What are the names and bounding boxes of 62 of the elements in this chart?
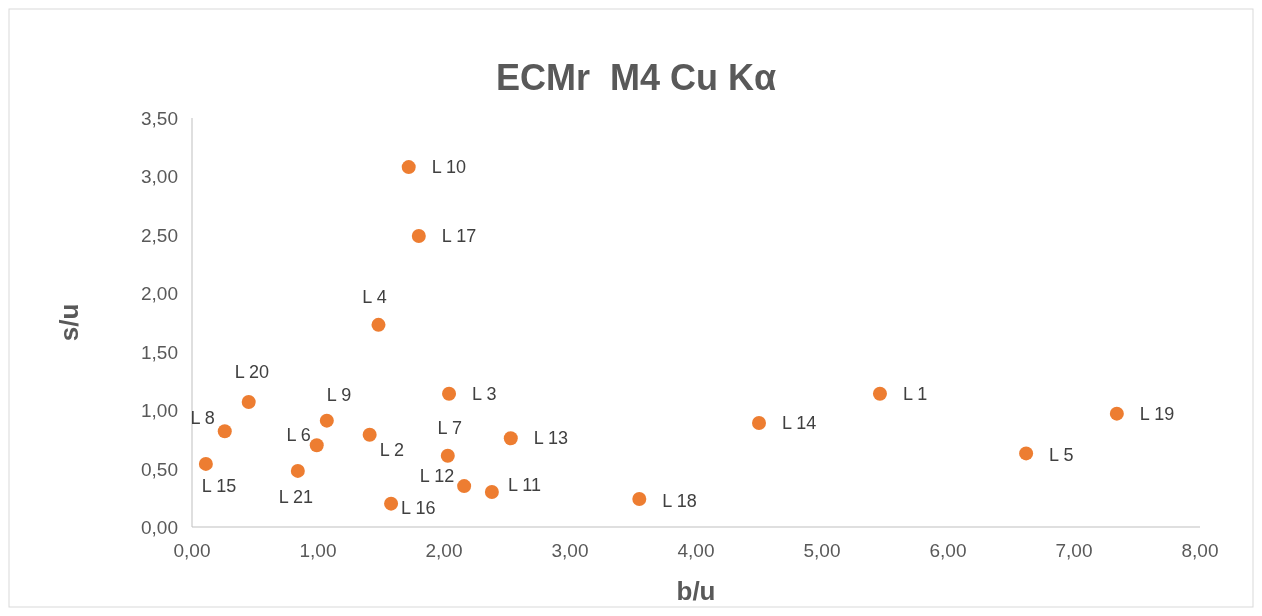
- annotation: L 21: [278, 486, 314, 507]
- point: [371, 317, 386, 332]
- annotation: L 9: [326, 384, 352, 405]
- annotation: L 14: [782, 413, 817, 433]
- point: [384, 496, 399, 511]
- annotation: L 17: [441, 226, 477, 247]
- x-tick-label: 4,00: [677, 540, 715, 561]
- y-tick-label: 0,00: [141, 517, 178, 538]
- annotation: L 18: [662, 490, 697, 511]
- x-tick-label: 7,00: [1055, 540, 1093, 561]
- point: [241, 394, 256, 409]
- annotation: L 7: [437, 417, 462, 438]
- y-tick-label: 1,00: [141, 400, 178, 422]
- annotation: L 5: [1049, 445, 1074, 466]
- point: [1019, 446, 1034, 461]
- annotation: L 3: [472, 383, 497, 404]
- x-tick-label: 5,00: [803, 540, 841, 561]
- point: [198, 456, 213, 471]
- x-tick-label: 8,00: [1181, 540, 1219, 561]
- annotation: L 16: [401, 497, 436, 518]
- point: [872, 386, 887, 401]
- point: [411, 229, 426, 244]
- point: [401, 160, 416, 175]
- annotation: L 4: [362, 286, 387, 307]
- annotation: L 2: [379, 439, 405, 460]
- point: [503, 431, 518, 446]
- y-axis-title: s/u: [54, 303, 84, 342]
- annotation: L 6: [286, 425, 311, 446]
- point: [1109, 406, 1124, 421]
- annotation: L 20: [234, 361, 270, 382]
- annotation: L 12: [419, 466, 455, 487]
- y-tick-label: 3,00: [141, 166, 178, 188]
- x-tick-label: 2,00: [425, 540, 463, 561]
- point: [752, 416, 766, 430]
- point: [442, 386, 457, 401]
- y-tick-label: 2,00: [141, 283, 178, 305]
- point: [290, 463, 305, 478]
- y-tick-label: 0,50: [141, 458, 178, 480]
- annotation: L 10: [431, 157, 467, 178]
- annotation: L 15: [201, 475, 237, 496]
- point: [457, 479, 472, 494]
- x-axis-title: b/u: [676, 576, 716, 606]
- point: [484, 484, 499, 499]
- annotation: L 1: [902, 383, 928, 404]
- x-tick-label: 0,00: [173, 540, 211, 561]
- annotation: L 8: [190, 408, 215, 429]
- y-tick-label: 1,50: [141, 341, 178, 363]
- y-tick-label: 3,50: [141, 108, 178, 129]
- point: [217, 424, 232, 439]
- y-tick-label: 2,50: [141, 224, 178, 246]
- point: [632, 491, 647, 506]
- annotation: L 13: [533, 428, 569, 449]
- point: [362, 427, 377, 442]
- point: [319, 413, 334, 428]
- point: [309, 438, 324, 453]
- x-tick-label: 6,00: [929, 540, 967, 561]
- x-tick-label: 3,00: [551, 540, 589, 561]
- annotation: L 19: [1139, 403, 1175, 424]
- annotation: L 11: [507, 474, 541, 495]
- x-tick-label: 1,00: [299, 540, 337, 561]
- point: [440, 448, 455, 463]
- chart-title: ECMr M4 Cu Kα: [495, 57, 777, 98]
